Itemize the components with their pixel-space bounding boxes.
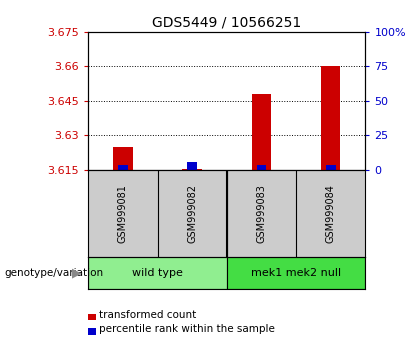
Text: ▶: ▶ <box>72 266 82 279</box>
Title: GDS5449 / 10566251: GDS5449 / 10566251 <box>152 15 302 29</box>
Text: GSM999082: GSM999082 <box>187 184 197 243</box>
Text: GSM999081: GSM999081 <box>118 184 128 243</box>
Bar <box>321 66 341 170</box>
Bar <box>257 165 266 170</box>
Text: GSM999084: GSM999084 <box>326 184 336 243</box>
Text: genotype/variation: genotype/variation <box>4 268 103 278</box>
Text: GSM999083: GSM999083 <box>257 184 266 243</box>
Text: transformed count: transformed count <box>99 310 196 320</box>
Bar <box>187 162 197 170</box>
Bar <box>113 147 133 170</box>
Bar <box>252 94 271 170</box>
Text: wild type: wild type <box>132 268 183 278</box>
FancyBboxPatch shape <box>88 257 227 289</box>
Bar <box>118 165 128 170</box>
Bar <box>326 165 336 170</box>
Text: mek1 mek2 null: mek1 mek2 null <box>251 268 341 278</box>
FancyBboxPatch shape <box>227 257 365 289</box>
Text: percentile rank within the sample: percentile rank within the sample <box>99 324 275 334</box>
